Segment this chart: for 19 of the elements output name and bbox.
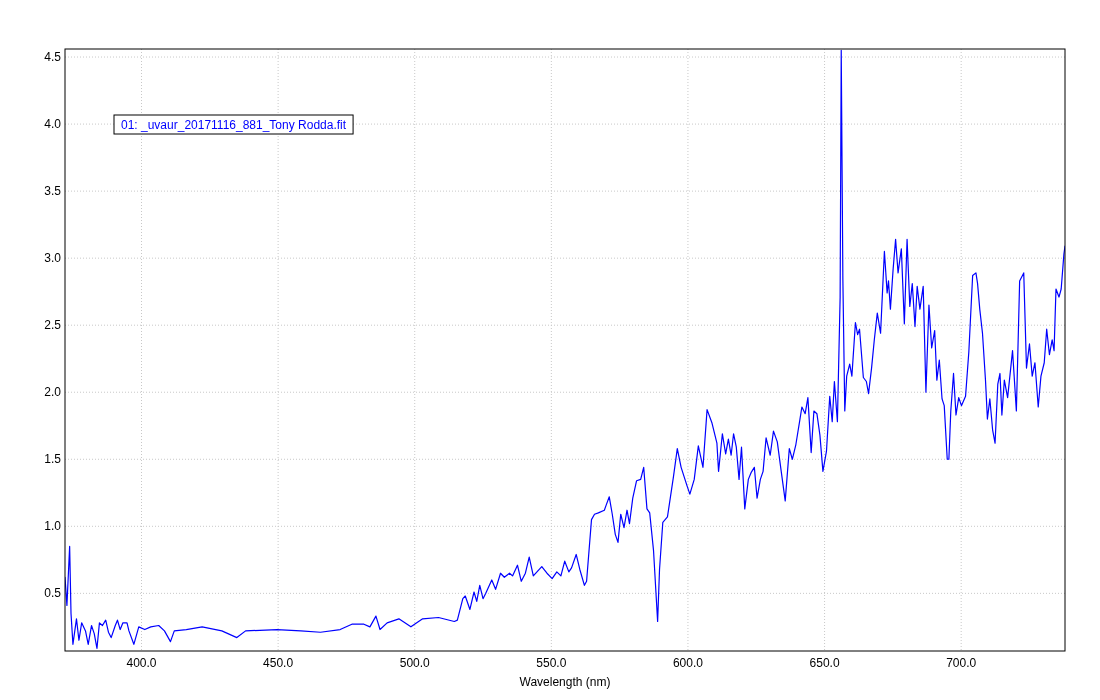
x-tick-label: 600.0	[672, 656, 704, 670]
x-tick-label: 550.0	[536, 656, 567, 670]
y-tick-label: 2.5	[44, 318, 62, 333]
y-tick-label: 1.5	[44, 452, 62, 467]
x-tick-label: 450.0	[263, 656, 294, 670]
x-tick-label: 500.0	[399, 656, 431, 670]
x-tick-label: 650.0	[809, 656, 840, 670]
x-axis-title: Wavelength (nm)	[519, 675, 611, 689]
y-tick-label: 3.5	[44, 184, 62, 199]
y-tick-label: 4.5	[44, 50, 62, 65]
line-series	[65, 49, 1065, 649]
x-tick-label: 400.0	[126, 656, 157, 670]
y-tick-label: 2.0	[44, 385, 62, 400]
x-tick-label: 700.0	[946, 656, 977, 670]
y-tick-label: 1.0	[44, 519, 62, 534]
y-tick-label: 4.0	[44, 117, 62, 132]
y-tick-label: 0.5	[44, 586, 62, 601]
y-tick-label: 3.0	[44, 251, 62, 266]
text: 01: _uvaur_20171116_881_Tony Rodda.fit	[121, 117, 347, 132]
